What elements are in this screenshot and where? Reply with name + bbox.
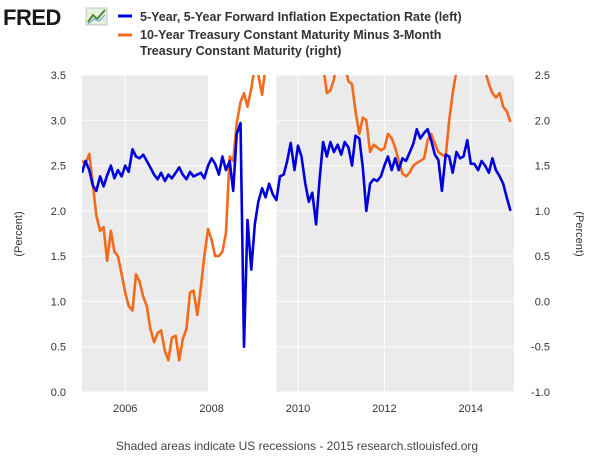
footer-note: Shaded areas indicate US recessions - 20… xyxy=(116,439,478,453)
right-tick-label-1: -0.5 xyxy=(531,342,550,354)
left-tick-label-6: 3.0 xyxy=(51,115,66,127)
fred-logo: FRED xyxy=(3,5,108,30)
series-line-inflation-expectation xyxy=(82,121,512,348)
legend: 5-Year, 5-Year Forward Inflation Expecta… xyxy=(118,10,462,58)
right-tick-label-7: 2.5 xyxy=(535,70,550,82)
right-tick-label-6: 2.0 xyxy=(535,115,550,127)
left-tick-label-2: 1.0 xyxy=(51,296,66,308)
left-tick-label-4: 2.0 xyxy=(51,206,66,218)
left-tick-label-7: 3.5 xyxy=(51,70,66,82)
x-tick-label-1: 2008 xyxy=(199,403,223,415)
left-tick-label-5: 2.5 xyxy=(51,161,66,173)
x-tick-label-4: 2014 xyxy=(459,403,483,415)
fred-logo-text: FRED xyxy=(3,5,61,30)
x-tick-label-3: 2012 xyxy=(372,403,396,415)
left-tick-label-3: 1.5 xyxy=(51,251,66,263)
right-tick-label-5: 1.5 xyxy=(535,161,550,173)
right-axis-title: (Percent) xyxy=(573,211,585,256)
series-line-yield-spread xyxy=(82,75,512,362)
legend-label-right-series-line2: Treasury Constant Maturity (right) xyxy=(140,44,341,58)
right-tick-label-3: 0.5 xyxy=(535,251,550,263)
left-axis-ticks: 0.0 0.5 1.0 1.5 2.0 2.5 3.0 3.5 xyxy=(51,70,66,399)
x-tick-label-0: 2006 xyxy=(113,403,137,415)
left-tick-label-0: 0.0 xyxy=(51,387,66,399)
right-tick-label-0: -1.0 xyxy=(531,387,550,399)
legend-label-left-series: 5-Year, 5-Year Forward Inflation Expecta… xyxy=(140,10,462,24)
right-tick-label-2: 0.0 xyxy=(535,296,550,308)
x-tick-label-2: 2010 xyxy=(286,403,310,415)
right-axis-ticks: -1.0 -0.5 0.0 0.5 1.0 1.5 2.0 2.5 xyxy=(531,70,550,399)
gridlines xyxy=(82,74,514,393)
right-tick-label-4: 1.0 xyxy=(535,206,550,218)
x-axis-ticks: 2006 2008 2010 2012 2014 xyxy=(113,403,483,415)
legend-label-right-series-line1: 10-Year Treasury Constant Maturity Minus… xyxy=(140,28,441,42)
left-tick-label-1: 0.5 xyxy=(51,342,66,354)
logo-chart-icon xyxy=(85,7,108,26)
left-axis-title: (Percent) xyxy=(13,211,25,256)
